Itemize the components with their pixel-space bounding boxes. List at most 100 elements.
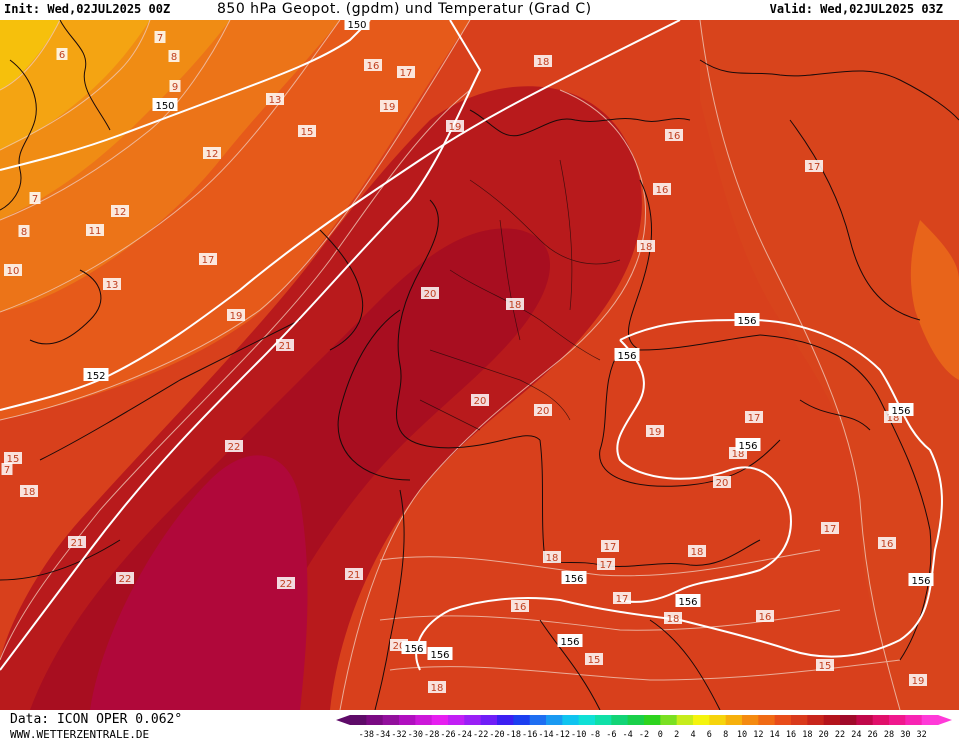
- isotherm-label: 16: [665, 129, 683, 142]
- geopotential-label: 156: [735, 438, 761, 452]
- isotherm-label: 21: [345, 568, 363, 581]
- header-bar: Init: Wed,02JUL2025 00Z 850 hPa Geopot. …: [0, 0, 959, 20]
- isotherm-label-text: 22: [228, 442, 241, 453]
- isotherm-label-text: 21: [279, 341, 292, 352]
- colorbar-tick-label: 4: [690, 730, 695, 739]
- isotherm-label-text: 15: [588, 655, 601, 666]
- colorbar-swatch: [725, 715, 743, 725]
- geopotential-label: 152: [83, 368, 109, 382]
- data-source-text: Data: ICON OPER 0.062°: [10, 712, 183, 727]
- isotherm-label: 12: [111, 205, 129, 218]
- isotherm-label-text: 17: [808, 162, 821, 173]
- weather-map: 6789121315161718191916171678121110171813…: [0, 20, 959, 710]
- geopotential-label-text: 156: [737, 316, 756, 327]
- colorbar-tick-label: 14: [770, 730, 780, 739]
- isotherm-label-text: 16: [514, 602, 527, 613]
- geopotential-label: 156: [908, 573, 934, 587]
- isotherm-label: 17: [597, 558, 615, 571]
- colorbar-tick-label: 26: [868, 730, 878, 739]
- colorbar-tick-label: -26: [440, 730, 455, 739]
- colorbar-swatch: [709, 715, 727, 725]
- colorbar-swatch: [431, 715, 449, 725]
- colorbar-tick-label: -4: [623, 730, 633, 739]
- colorbar-swatch: [448, 715, 465, 725]
- colorbar-swatches: [336, 715, 952, 725]
- colorbar-swatch: [546, 715, 563, 725]
- colorbar-tick-label: 10: [737, 730, 747, 739]
- isotherm-label: 22: [116, 572, 134, 585]
- colorbar-tick-label: -18: [506, 730, 521, 739]
- isotherm-label-text: 22: [280, 579, 293, 590]
- isotherm-label-text: 12: [114, 207, 127, 218]
- isotherm-label: 20: [421, 287, 439, 300]
- footer-bar: Data: ICON OPER 0.062° WWW.WETTERZENTRAL…: [0, 710, 959, 741]
- temp-band-14-east: [910, 220, 959, 380]
- isotherm-label: 9: [169, 80, 181, 93]
- isotherm-label-text: 18: [509, 300, 522, 311]
- valid-time: Valid: Wed,02JUL2025 03Z: [769, 2, 943, 16]
- geopotential-label-text: 156: [404, 644, 423, 655]
- isotherm-label-layer: 6789121315161718191916171678121110171813…: [1, 31, 927, 694]
- geopotential-label-text: 150: [155, 101, 174, 112]
- geopotential-label-text: 152: [86, 371, 105, 382]
- colorbar-swatch: [644, 715, 661, 725]
- geopotential-label-layer: 150 150 152 156 156 156 156 156 156 156 156 156 156: [83, 20, 934, 661]
- geopotential-label-text: 156: [911, 576, 930, 587]
- isotherm-label-text: 19: [912, 676, 925, 687]
- geopotential-label: 156: [557, 634, 583, 648]
- isotherm-label: 18: [506, 298, 524, 311]
- isotherm-label-text: 20: [716, 478, 729, 489]
- isotherm-label-text: 19: [649, 427, 662, 438]
- init-time: Init: Wed,02JUL2025 00Z: [4, 2, 171, 16]
- isotherm-label-text: 16: [668, 131, 681, 142]
- isotherm-label: 15: [4, 452, 22, 465]
- colorbar-tick-label: 2: [674, 730, 679, 739]
- geopotential-label-text: 156: [678, 597, 697, 608]
- isotherm-label: 19: [909, 674, 927, 687]
- colorbar-tick-label: -8: [590, 730, 600, 739]
- isotherm-label-text: 18: [887, 413, 900, 424]
- isotherm-label-text: 15: [301, 127, 314, 138]
- colorbar-swatch: [595, 715, 612, 725]
- isotherm-label: 18: [637, 240, 655, 253]
- isotherm-label: 18: [534, 55, 552, 68]
- colorbar-swatch: [791, 715, 808, 725]
- colorbar-swatch: [464, 715, 482, 725]
- isotherm-label-text: 18: [537, 57, 550, 68]
- isotherm-label-text: 21: [348, 570, 361, 581]
- colorbar-swatch: [758, 715, 776, 725]
- isotherm-label-text: 19: [449, 122, 462, 133]
- isotherm-label: 16: [878, 537, 896, 550]
- colorbar-swatch: [856, 715, 874, 725]
- geopotential-label: 150: [344, 20, 370, 31]
- colorbar-swatch: [676, 715, 694, 725]
- isotherm-label-text: 16: [367, 61, 380, 72]
- geopotential-label: 156: [675, 594, 701, 608]
- isotherm-label-text: 18: [23, 487, 36, 498]
- isotherm-label: 13: [266, 93, 284, 106]
- isotherm-label: 15: [585, 653, 603, 666]
- isotherm-label: 17: [805, 160, 823, 173]
- isotherm-label-text: 16: [759, 612, 772, 623]
- geopotential-label: 156: [888, 403, 914, 417]
- isotherm-label-text: 13: [106, 280, 119, 291]
- colorbar-tick-label: -14: [538, 730, 553, 739]
- isotherm-label: 21: [68, 536, 86, 549]
- colorbar-tick-label: 12: [753, 730, 763, 739]
- colorbar-tick-label: 20: [819, 730, 829, 739]
- isotherm-label: 18: [664, 612, 682, 625]
- isotherm-label: 7: [1, 463, 13, 476]
- colorbar-swatch: [807, 715, 825, 725]
- geopotential-label: 156: [561, 571, 587, 585]
- isotherm-label-text: 18: [546, 553, 559, 564]
- isotherm-label: 18: [543, 551, 561, 564]
- isotherm-label: 16: [756, 610, 774, 623]
- temp-band-6: [0, 20, 60, 90]
- isotherm-label: 19: [646, 425, 664, 438]
- isotherm-label-text: 17: [748, 413, 761, 424]
- geopotential-label-text: 150: [347, 20, 366, 31]
- geopotential-label: 150: [152, 98, 178, 112]
- isotherm-label-text: 17: [600, 560, 613, 571]
- colorbar-tick-label: -22: [473, 730, 488, 739]
- colorbar-tick-label: 22: [835, 730, 845, 739]
